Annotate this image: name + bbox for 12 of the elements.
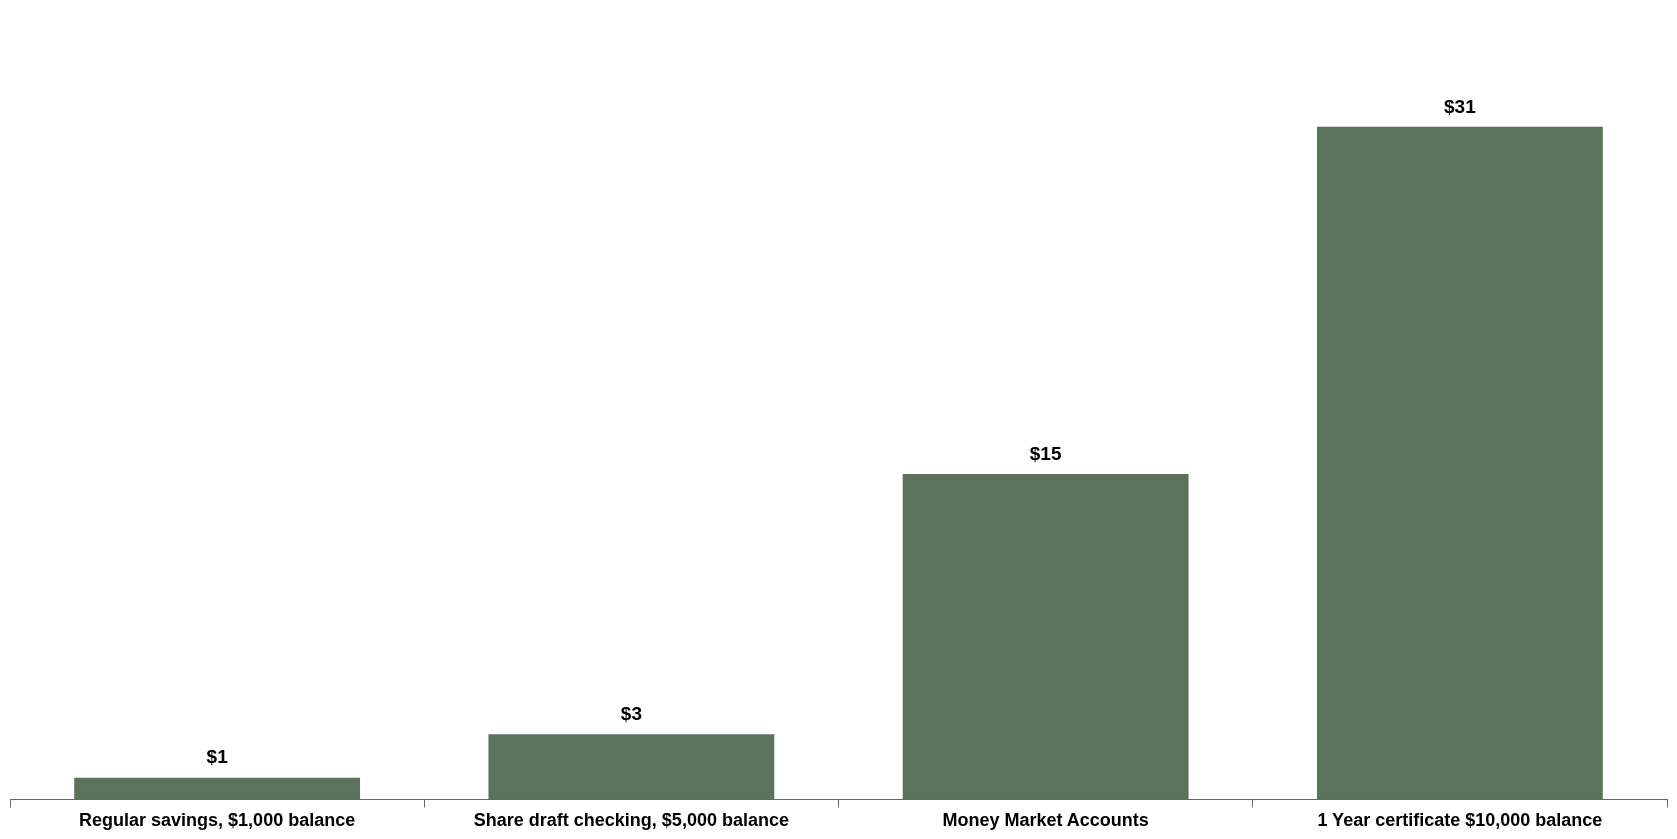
bar	[488, 734, 775, 800]
x-tick-label: 1 Year certificate $10,000 balance	[1317, 810, 1603, 831]
data-label: $3	[620, 703, 642, 725]
bar	[1316, 126, 1603, 800]
x-tick-label: Regular savings, $1,000 balance	[79, 810, 356, 831]
bar	[902, 473, 1189, 800]
data-label: $15	[1029, 442, 1062, 464]
data-label: $31	[1444, 95, 1477, 117]
x-tick-label: Money Market Accounts	[942, 810, 1149, 831]
bar	[74, 777, 361, 800]
data-label: $1	[206, 746, 229, 768]
x-tick-label: Share draft checking, $5,000 balance	[473, 810, 789, 831]
